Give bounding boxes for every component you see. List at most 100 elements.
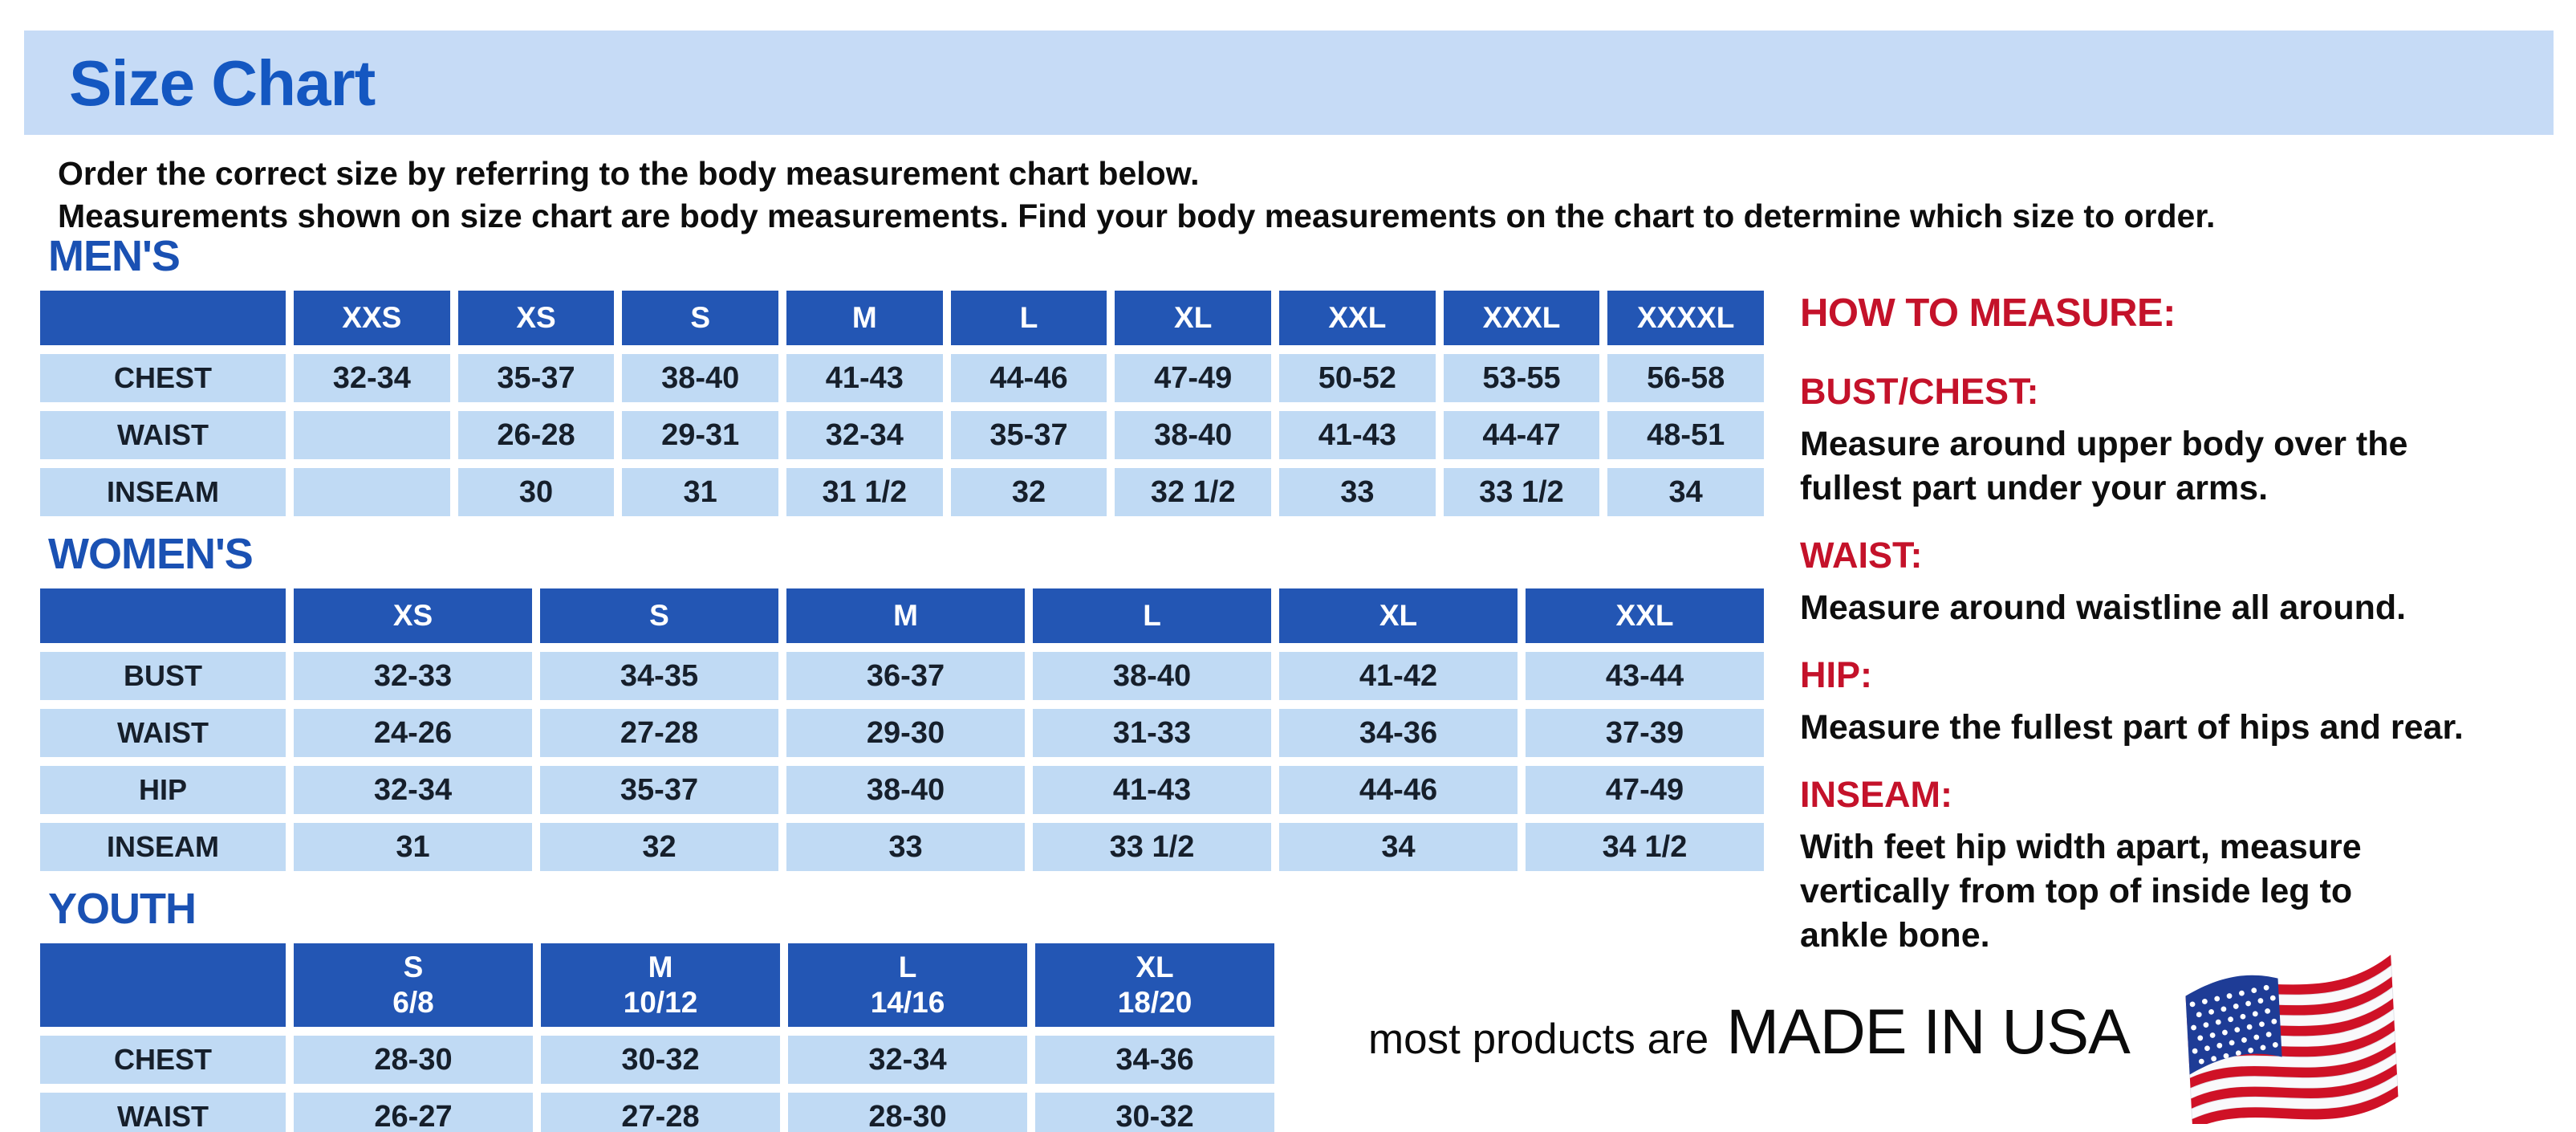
value-cell: 32-33 bbox=[294, 652, 532, 700]
value-cell: 47-49 bbox=[1115, 354, 1271, 402]
value-cell: 41-43 bbox=[1279, 411, 1436, 459]
us-flag-icon bbox=[2160, 939, 2417, 1130]
column-header-cell: L 14/16 bbox=[788, 943, 1027, 1027]
value-cell: 30-32 bbox=[541, 1036, 780, 1084]
row-label-cell: CHEST bbox=[40, 354, 286, 402]
youth-section-heading: YOUTH bbox=[48, 885, 197, 933]
value-cell: 29-30 bbox=[786, 709, 1025, 757]
measure-label-inseam: INSEAM: bbox=[1800, 774, 1952, 815]
measure-label-waist: WAIST: bbox=[1800, 535, 1923, 576]
measure-text-waist: Measure around waistline all around. bbox=[1800, 588, 2407, 627]
value-cell: 38-40 bbox=[1115, 411, 1271, 459]
value-cell: 35-37 bbox=[540, 766, 778, 814]
column-header-cell: XXL bbox=[1526, 588, 1764, 643]
value-cell: 29-31 bbox=[622, 411, 778, 459]
value-cell: 32 1/2 bbox=[1115, 468, 1271, 516]
value-cell: 53-55 bbox=[1443, 354, 1600, 402]
value-cell: 31 bbox=[294, 823, 532, 871]
value-cell: 31 1/2 bbox=[786, 468, 943, 516]
corner-header-cell bbox=[40, 588, 286, 643]
value-cell: 28-30 bbox=[788, 1093, 1027, 1132]
title-band: Size Chart bbox=[24, 31, 2554, 135]
measure-text-hip: Measure the fullest part of hips and rea… bbox=[1800, 708, 2464, 747]
corner-header-cell bbox=[40, 291, 286, 345]
value-cell: 47-49 bbox=[1526, 766, 1764, 814]
column-header-cell: S 6/8 bbox=[294, 943, 533, 1027]
column-header-cell: L bbox=[1033, 588, 1271, 643]
value-cell: 44-46 bbox=[1279, 766, 1518, 814]
column-header-cell: XS bbox=[294, 588, 532, 643]
mens-section-heading: MEN'S bbox=[48, 232, 181, 280]
value-cell: 28-30 bbox=[294, 1036, 533, 1084]
corner-header-cell bbox=[40, 943, 286, 1027]
value-cell: 30 bbox=[457, 468, 615, 516]
made-in-usa-row: most products are MADE IN USA bbox=[1368, 939, 2417, 1130]
column-header-cell: S bbox=[622, 291, 778, 345]
column-header-cell: XXXXL bbox=[1607, 291, 1764, 345]
how-to-measure-section: HOW TO MEASURE: BUST/CHEST: Measure arou… bbox=[1800, 291, 2569, 958]
value-cell: 41-43 bbox=[786, 354, 943, 402]
value-cell: 32 bbox=[950, 468, 1107, 516]
tables-column: MEN'S XXS XS S M L XL XXL XXXL XXXXL CHEST 32-34 35… bbox=[40, 231, 1764, 1132]
column-header-cell: S bbox=[540, 588, 778, 643]
measure-text-bust-chest: Measure around upper body over the fulle… bbox=[1800, 425, 2408, 507]
row-label-cell: WAIST bbox=[40, 411, 286, 459]
column-header-cell: M bbox=[786, 588, 1025, 643]
column-header-cell: M 10/12 bbox=[541, 943, 780, 1027]
value-cell: 41-43 bbox=[1033, 766, 1271, 814]
column-header-cell: M bbox=[786, 291, 943, 345]
made-in-usa-text: most products are MADE IN USA bbox=[1368, 995, 2131, 1069]
value-cell: 32-34 bbox=[786, 411, 943, 459]
value-cell: 33 1/2 bbox=[1033, 823, 1271, 871]
womens-section-heading: WOMEN'S bbox=[48, 530, 254, 578]
value-cell: 33 bbox=[786, 823, 1025, 871]
column-header-cell: XL 18/20 bbox=[1035, 943, 1274, 1027]
value-cell: 34 bbox=[1279, 823, 1518, 871]
intro-line-2: Measurements shown on size chart are bod… bbox=[58, 197, 2216, 234]
value-cell: 36-37 bbox=[786, 652, 1025, 700]
value-cell: 34 bbox=[1607, 468, 1764, 516]
womens-size-table: XS S M L XL XXL BUST 32-33 34-35 36-37 38-40 41-42 4… bbox=[40, 588, 1764, 871]
value-cell: 50-52 bbox=[1279, 354, 1436, 402]
value-cell: 31-33 bbox=[1033, 709, 1271, 757]
row-label-cell: HIP bbox=[40, 766, 286, 814]
column-header-cell: XXS bbox=[294, 291, 450, 345]
value-cell: 24-26 bbox=[294, 709, 532, 757]
value-cell: 34-36 bbox=[1279, 709, 1518, 757]
column-header-cell: XS bbox=[457, 291, 615, 345]
row-label-cell: CHEST bbox=[40, 1036, 286, 1084]
value-cell: 48-51 bbox=[1607, 411, 1764, 459]
value-cell: 56-58 bbox=[1607, 354, 1764, 402]
mens-size-table: XXS XS S M L XL XXL XXXL XXXXL CHEST 32-34 35-37 38-… bbox=[40, 291, 1764, 516]
value-cell: 34 1/2 bbox=[1526, 823, 1764, 871]
column-header-cell: XXXL bbox=[1443, 291, 1600, 345]
value-cell: 41-42 bbox=[1279, 652, 1518, 700]
value-cell: 43-44 bbox=[1526, 652, 1764, 700]
how-to-measure-title: HOW TO MEASURE: bbox=[1800, 291, 2176, 335]
value-cell: 37-39 bbox=[1526, 709, 1764, 757]
value-cell: 32-34 bbox=[294, 766, 532, 814]
row-label-cell: WAIST bbox=[40, 709, 286, 757]
intro-line-1: Order the correct size by referring to t… bbox=[58, 155, 1200, 192]
value-cell: 34-35 bbox=[540, 652, 778, 700]
column-header-cell: XL bbox=[1279, 588, 1518, 643]
value-cell bbox=[294, 411, 450, 459]
value-cell: 27-28 bbox=[540, 709, 778, 757]
value-cell: 32-34 bbox=[294, 354, 450, 402]
value-cell: 44-47 bbox=[1443, 411, 1600, 459]
measure-label-bust-chest: BUST/CHEST: bbox=[1800, 371, 2039, 412]
value-cell: 26-27 bbox=[294, 1093, 533, 1132]
value-cell: 38-40 bbox=[622, 354, 778, 402]
column-header-cell: XXL bbox=[1279, 291, 1436, 345]
measure-label-hip: HIP: bbox=[1800, 654, 1872, 695]
value-cell: 30-32 bbox=[1035, 1093, 1274, 1132]
value-cell: 33 1/2 bbox=[1443, 468, 1600, 516]
intro-text: Order the correct size by referring to t… bbox=[58, 153, 2215, 238]
value-cell: 35-37 bbox=[950, 411, 1107, 459]
row-label-cell: WAIST bbox=[40, 1093, 286, 1132]
row-label-cell: BUST bbox=[40, 652, 286, 700]
made-in-usa-emphasis: MADE IN USA bbox=[1726, 996, 2131, 1067]
value-cell: 27-28 bbox=[541, 1093, 780, 1132]
page-title: Size Chart bbox=[69, 47, 376, 119]
value-cell: 31 bbox=[622, 468, 778, 516]
